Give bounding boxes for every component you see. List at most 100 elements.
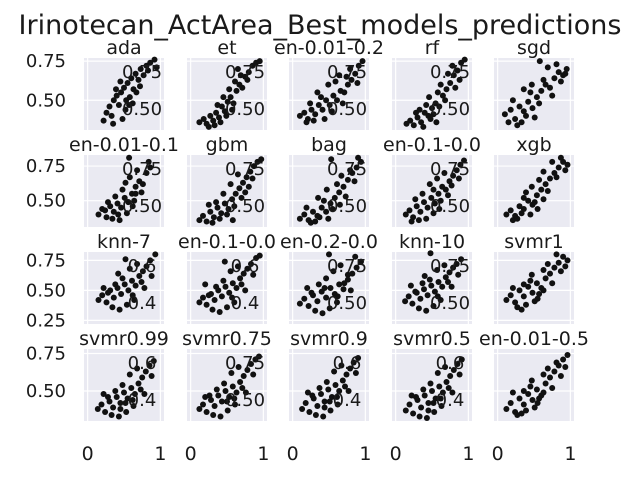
scatter-point bbox=[534, 400, 541, 406]
scatter-point bbox=[509, 389, 516, 396]
scatter-point bbox=[525, 283, 532, 290]
scatter-point bbox=[312, 218, 319, 225]
scatter-point bbox=[116, 306, 123, 313]
scatter-point bbox=[334, 299, 340, 306]
subplot-title: svmr0.5 bbox=[393, 328, 471, 350]
subplot-title: en-0.01-0.5 bbox=[479, 328, 589, 350]
scatter-point bbox=[518, 306, 525, 313]
scatter-point bbox=[132, 183, 139, 190]
overlay-tick-label: 0.50 bbox=[327, 196, 367, 217]
scatter-point bbox=[431, 200, 438, 207]
scatter-point bbox=[334, 394, 340, 400]
scatter-point bbox=[353, 264, 360, 271]
scatter-point bbox=[242, 287, 249, 294]
scatter-point bbox=[220, 190, 227, 197]
scatter-point bbox=[321, 285, 328, 291]
scatter-point bbox=[95, 297, 102, 303]
scatter-point bbox=[446, 269, 453, 276]
scatter-point bbox=[536, 58, 543, 65]
scatter-point bbox=[432, 395, 439, 402]
scatter-point bbox=[139, 374, 146, 381]
overlay-tick-label: 0.6 bbox=[128, 353, 157, 374]
scatter-point bbox=[430, 303, 437, 309]
scatter-point bbox=[428, 282, 435, 289]
y-tick-label: 0.75 bbox=[26, 156, 66, 177]
scatter-point bbox=[533, 94, 540, 101]
scatter-point bbox=[439, 389, 446, 396]
scatter-point bbox=[409, 300, 416, 307]
scatter-point bbox=[321, 398, 328, 405]
scatter-point bbox=[461, 157, 467, 164]
scatter-point bbox=[433, 119, 440, 126]
scatter-point bbox=[210, 214, 217, 221]
scatter-point bbox=[542, 81, 549, 88]
scatter-point bbox=[562, 364, 569, 370]
x-tick-label: 0 bbox=[185, 443, 197, 465]
scatter-point bbox=[98, 401, 105, 408]
scatter-point bbox=[108, 412, 115, 418]
scatter-point bbox=[414, 114, 421, 121]
scatter-point bbox=[351, 178, 358, 185]
scatter-point bbox=[343, 371, 350, 378]
scatter-point bbox=[454, 361, 461, 367]
scatter-point bbox=[238, 194, 245, 201]
scatter-point bbox=[334, 401, 341, 408]
scatter-point bbox=[235, 364, 242, 370]
scatter-point bbox=[227, 181, 234, 188]
scatter-point bbox=[221, 200, 228, 207]
scatter-point bbox=[124, 395, 131, 402]
overlay-tick-label: 0.4 bbox=[128, 293, 157, 314]
scatter-point bbox=[553, 61, 560, 68]
scatter-point bbox=[233, 87, 240, 94]
scatter-point bbox=[229, 280, 236, 287]
scatter-point bbox=[312, 412, 319, 418]
scatter-point bbox=[152, 251, 159, 258]
overlay-tick-label: 0.75 bbox=[327, 256, 367, 277]
scatter-point bbox=[234, 171, 241, 178]
overlay-tick-label: 0.50 bbox=[327, 99, 367, 120]
scatter-point bbox=[203, 409, 210, 415]
scatter-point bbox=[220, 277, 227, 284]
scatter-point bbox=[131, 391, 138, 397]
scatter-point bbox=[418, 404, 425, 411]
scatter-point bbox=[412, 196, 419, 203]
subplot-title: svmr0.9 bbox=[290, 328, 368, 350]
scatter-point bbox=[528, 377, 535, 384]
scatter-point bbox=[136, 273, 143, 279]
scatter-point bbox=[224, 211, 230, 218]
scatter-point bbox=[336, 281, 343, 288]
scatter-point bbox=[328, 156, 335, 163]
scatter-point bbox=[232, 78, 238, 85]
scatter-point bbox=[336, 201, 343, 208]
scatter-point bbox=[456, 76, 463, 83]
scatter-point bbox=[121, 194, 128, 201]
scatter-point bbox=[525, 391, 532, 397]
scatter-point bbox=[423, 307, 430, 314]
scatter-point bbox=[122, 400, 129, 406]
overlay-tick-label: 0.6 bbox=[128, 256, 157, 277]
scatter-point bbox=[339, 377, 346, 384]
scatter-point bbox=[540, 267, 547, 273]
scatter-point bbox=[125, 199, 132, 206]
scatter-point bbox=[126, 265, 133, 272]
scatter-point bbox=[321, 404, 328, 411]
scatter-point bbox=[355, 62, 362, 69]
scatter-point bbox=[205, 292, 212, 299]
overlay-tick-label: 0.75 bbox=[225, 353, 265, 374]
scatter-point bbox=[121, 84, 127, 91]
scatter-point bbox=[501, 111, 508, 118]
scatter-point bbox=[218, 293, 225, 300]
overlay-tick-label: 0.4 bbox=[231, 293, 260, 314]
scatter-point bbox=[336, 388, 343, 394]
x-tick-label: 1 bbox=[154, 443, 166, 465]
scatter-point bbox=[132, 282, 139, 289]
scatter-point bbox=[437, 81, 444, 88]
scatter-point bbox=[410, 122, 417, 129]
scatter-point bbox=[325, 215, 332, 222]
scatter-point bbox=[547, 175, 553, 182]
scatter-point bbox=[551, 368, 558, 375]
scatter-point bbox=[105, 199, 111, 206]
subplot-title: en-0.1-0.0 bbox=[383, 134, 481, 156]
scatter-point bbox=[148, 373, 155, 379]
